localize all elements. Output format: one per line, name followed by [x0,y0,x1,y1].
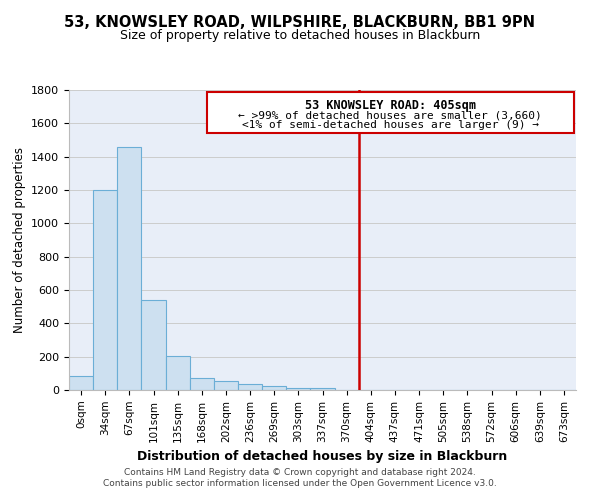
Bar [214,381,238,390]
Bar [93,190,117,390]
Bar [238,384,262,390]
Text: ← >99% of detached houses are smaller (3,660): ← >99% of detached houses are smaller (3… [238,110,542,120]
Text: 53 KNOWSLEY ROAD: 405sqm: 53 KNOWSLEY ROAD: 405sqm [305,99,476,112]
FancyBboxPatch shape [206,92,574,132]
Y-axis label: Number of detached properties: Number of detached properties [13,147,26,333]
Text: Contains HM Land Registry data © Crown copyright and database right 2024.: Contains HM Land Registry data © Crown c… [124,468,476,477]
Text: Contains public sector information licensed under the Open Government Licence v3: Contains public sector information licen… [103,479,497,488]
Text: Size of property relative to detached houses in Blackburn: Size of property relative to detached ho… [120,28,480,42]
X-axis label: Distribution of detached houses by size in Blackburn: Distribution of detached houses by size … [137,450,508,463]
Bar [69,376,93,390]
Text: <1% of semi-detached houses are larger (9) →: <1% of semi-detached houses are larger (… [242,120,539,130]
Bar [286,388,310,390]
Bar [190,378,214,390]
Bar [262,386,286,390]
Bar [142,300,166,390]
Bar [117,146,142,390]
Bar [310,388,335,390]
Bar [166,356,190,390]
Text: 53, KNOWSLEY ROAD, WILPSHIRE, BLACKBURN, BB1 9PN: 53, KNOWSLEY ROAD, WILPSHIRE, BLACKBURN,… [65,15,536,30]
